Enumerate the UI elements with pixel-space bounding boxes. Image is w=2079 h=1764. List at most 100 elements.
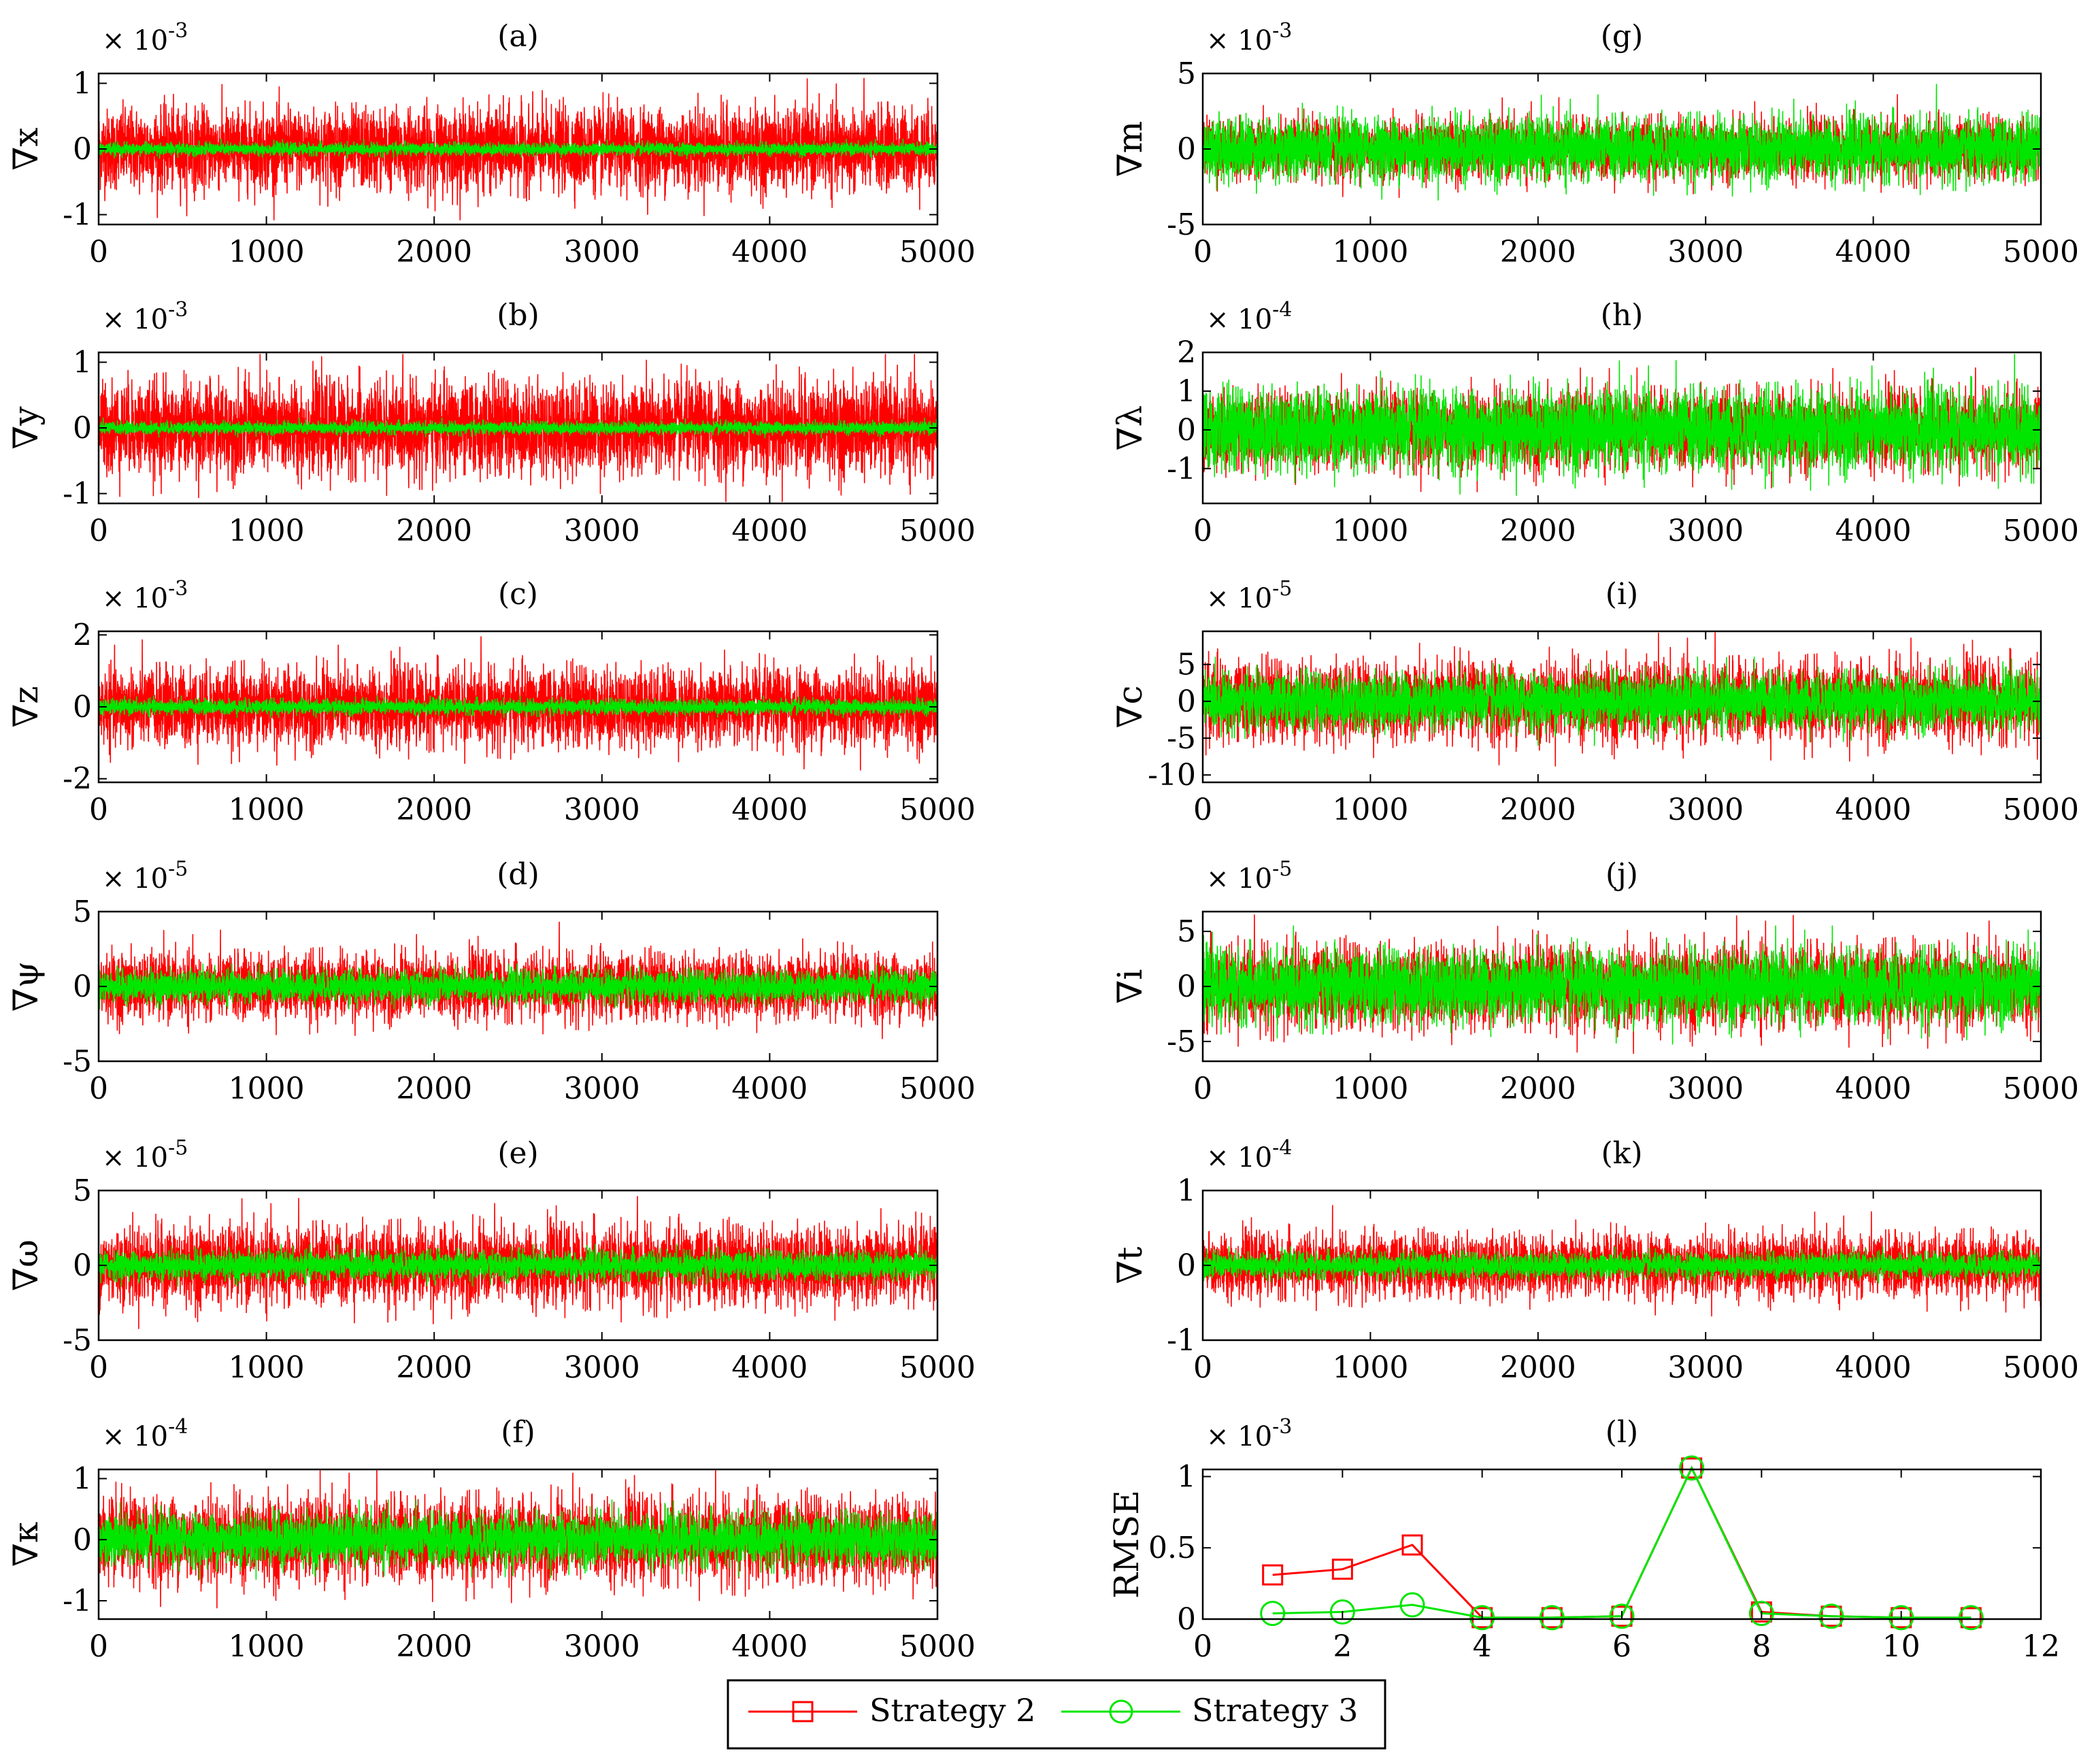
panel-l: 0 2 4 6 8 10 12 0 0.5 1 (l) × 10-3 RMSE: [1107, 1415, 2060, 1664]
y-axis-label: ∇ω: [6, 1239, 46, 1291]
x-tick-label: 4000: [731, 1071, 808, 1106]
x-tick-label: 1000: [229, 1629, 305, 1664]
panel-label: (b): [497, 298, 539, 333]
series-line-strategy-3: [99, 138, 937, 160]
x-tick-label: 2000: [396, 1071, 472, 1106]
x-tick-label: 5000: [899, 1071, 976, 1106]
plot-area-k: [1203, 1205, 2041, 1317]
x-tick-label: 0: [1193, 793, 1212, 827]
x-tick-label: 5000: [2003, 793, 2079, 827]
exponent-power: -5: [1272, 857, 1292, 881]
data-point-strategy-3: [1399, 1592, 1425, 1618]
exponent-base: × 10: [102, 583, 168, 614]
panel-i: 0 1000 2000 3000 4000 5000-10-505(i)× 10-5∇c: [1110, 577, 2079, 827]
panel-label: (j): [1606, 857, 1638, 892]
panel-h: 0 1000 2000 3000 4000 5000 -1 0 1 2 (h) × 10-4 ∇λ: [1110, 298, 2079, 548]
x-tick-label: 4000: [731, 235, 808, 269]
panel-label: (k): [1601, 1136, 1643, 1171]
legend-label-strategy-2: Strategy 2: [869, 1692, 1035, 1729]
series-line-strategy-3: [99, 1499, 937, 1580]
y-tick-label: 5: [1177, 56, 1196, 91]
y-tick-label: 0: [1177, 684, 1196, 719]
y-tick-label: -5: [1167, 721, 1196, 756]
y-axis-label: ∇i: [1110, 969, 1150, 1004]
y-tick-label: 1: [1177, 1459, 1196, 1494]
y-tick-label: 5: [1177, 648, 1196, 682]
exponent-label: × 10-4: [1206, 298, 1292, 335]
x-tick-label: 0: [1193, 1629, 1212, 1664]
data-point-strategy-2: [1262, 1564, 1284, 1586]
y-axis-label: ∇m: [1110, 121, 1150, 177]
series-line-strategy-3: [1203, 1246, 2041, 1285]
y-tick-label: -1: [1167, 452, 1196, 486]
x-tick-label: 3000: [564, 514, 640, 548]
y-tick-label: -2: [63, 762, 92, 797]
y-axis-label: ∇z: [6, 686, 46, 727]
x-tick-label: 0: [89, 1350, 108, 1385]
data-point-strategy-3: [1889, 1605, 1914, 1631]
panel-b: 0 1000 2000 3000 4000 5000-101(b)× 10-3∇y: [6, 298, 976, 548]
x-tick-label: 1000: [1332, 1071, 1408, 1106]
plot-area-b: [99, 354, 937, 502]
x-tick-label: 0: [1193, 1071, 1212, 1106]
exponent-label: × 10-3: [102, 298, 188, 335]
data-point-strategy-3: [1469, 1605, 1495, 1631]
x-tick-label: 1000: [229, 1350, 305, 1385]
panel-label: (i): [1606, 577, 1638, 612]
x-tick-label: 4000: [1835, 1350, 1912, 1385]
y-tick-label: 0: [73, 690, 92, 725]
panel-e: 0 1000 2000 3000 4000 5000-505(e)× 10-5∇ω: [6, 1136, 976, 1385]
panels-layer: 0 1000 2000 3000 4000 5000-101(a)× 10-3∇x0 100…: [6, 19, 2079, 1664]
x-tick-label: 2000: [396, 1629, 472, 1664]
x-tick-label: 2000: [1500, 793, 1576, 827]
x-tick-label: 4000: [731, 1350, 808, 1385]
exponent-base: × 10: [1206, 304, 1272, 335]
panel-label: (d): [497, 857, 539, 892]
y-axis-label: ∇λ: [1110, 405, 1150, 451]
exponent-label: × 10-3: [1206, 1415, 1292, 1452]
series-line-strategy-2: [99, 636, 937, 771]
exponent-base: × 10: [102, 1142, 168, 1174]
exponent-power: -3: [168, 19, 188, 43]
x-tick-label: 1000: [229, 235, 305, 269]
y-axis-label: ∇y: [6, 406, 46, 450]
x-tick-label: 1000: [229, 514, 305, 548]
panel-label: (g): [1601, 19, 1644, 54]
y-tick-label: 2: [1177, 335, 1196, 370]
exponent-power: -3: [1272, 19, 1292, 43]
y-tick-label: 1: [73, 345, 92, 380]
axes-box-f: [97, 1468, 939, 1620]
panel-label: (f): [501, 1415, 535, 1450]
axes-box-i: [1201, 630, 2042, 784]
plot-area-e: [99, 1196, 937, 1329]
y-tick-label: 0.5: [1148, 1531, 1196, 1565]
series-line-strategy-3: [99, 417, 937, 439]
x-tick-label: 6: [1612, 1629, 1631, 1664]
x-tick-label: 1000: [229, 793, 305, 827]
exponent-power: -3: [168, 298, 188, 322]
plot-area-c: [99, 636, 937, 771]
data-point-strategy-3: [1679, 1455, 1705, 1481]
x-tick-label: 3000: [564, 1071, 640, 1106]
exponent-base: × 10: [1206, 583, 1272, 614]
x-tick-label: 4000: [731, 793, 808, 827]
x-tick-label: 4000: [1835, 235, 1912, 269]
data-point-strategy-3: [1818, 1603, 1844, 1629]
y-axis-label: ∇x: [6, 127, 46, 170]
x-tick-label: 0: [89, 514, 108, 548]
exponent-power: -4: [1272, 298, 1292, 322]
y-tick-label: 1: [73, 1461, 92, 1496]
x-tick-label: 0: [1193, 514, 1212, 548]
x-tick-label: 2000: [396, 235, 472, 269]
x-tick-label: 1000: [1332, 1350, 1408, 1385]
panel-label: (e): [497, 1136, 538, 1171]
series-line-strategy-3: [1203, 354, 2041, 496]
exponent-label: × 10-4: [102, 1415, 188, 1452]
exponent-label: × 10-3: [102, 19, 188, 56]
y-tick-label: -1: [1167, 1323, 1196, 1358]
exponent-power: -4: [1272, 1136, 1292, 1160]
y-axis-label: ∇ψ: [6, 961, 46, 1012]
x-tick-label: 3000: [1667, 1350, 1744, 1385]
y-tick-label: -1: [63, 1584, 92, 1618]
